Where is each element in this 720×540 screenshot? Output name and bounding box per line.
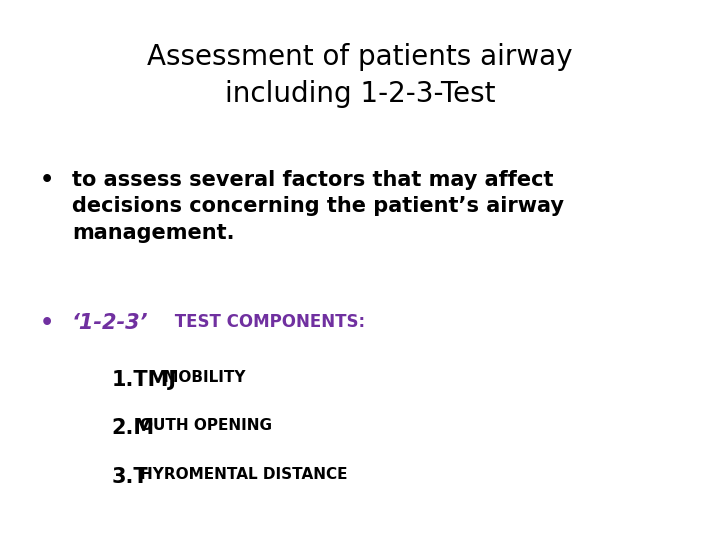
Text: ‘1-2-3’: ‘1-2-3’ (72, 313, 148, 333)
Text: 3.T: 3.T (112, 467, 148, 487)
Text: Assessment of patients airway
including 1-2-3-Test: Assessment of patients airway including … (148, 43, 572, 108)
Text: TEST COMPONENTS:: TEST COMPONENTS: (169, 313, 365, 331)
Text: MOBILITY: MOBILITY (158, 370, 246, 385)
Text: 2.M: 2.M (112, 418, 155, 438)
Text: •: • (40, 313, 54, 333)
Text: OUTH OPENING: OUTH OPENING (140, 418, 271, 434)
Text: to assess several factors that may affect
decisions concerning the patient’s air: to assess several factors that may affec… (72, 170, 564, 243)
Text: •: • (40, 170, 54, 190)
Text: HYROMENTAL DISTANCE: HYROMENTAL DISTANCE (140, 467, 347, 482)
Text: 1.TMJ: 1.TMJ (112, 370, 176, 390)
